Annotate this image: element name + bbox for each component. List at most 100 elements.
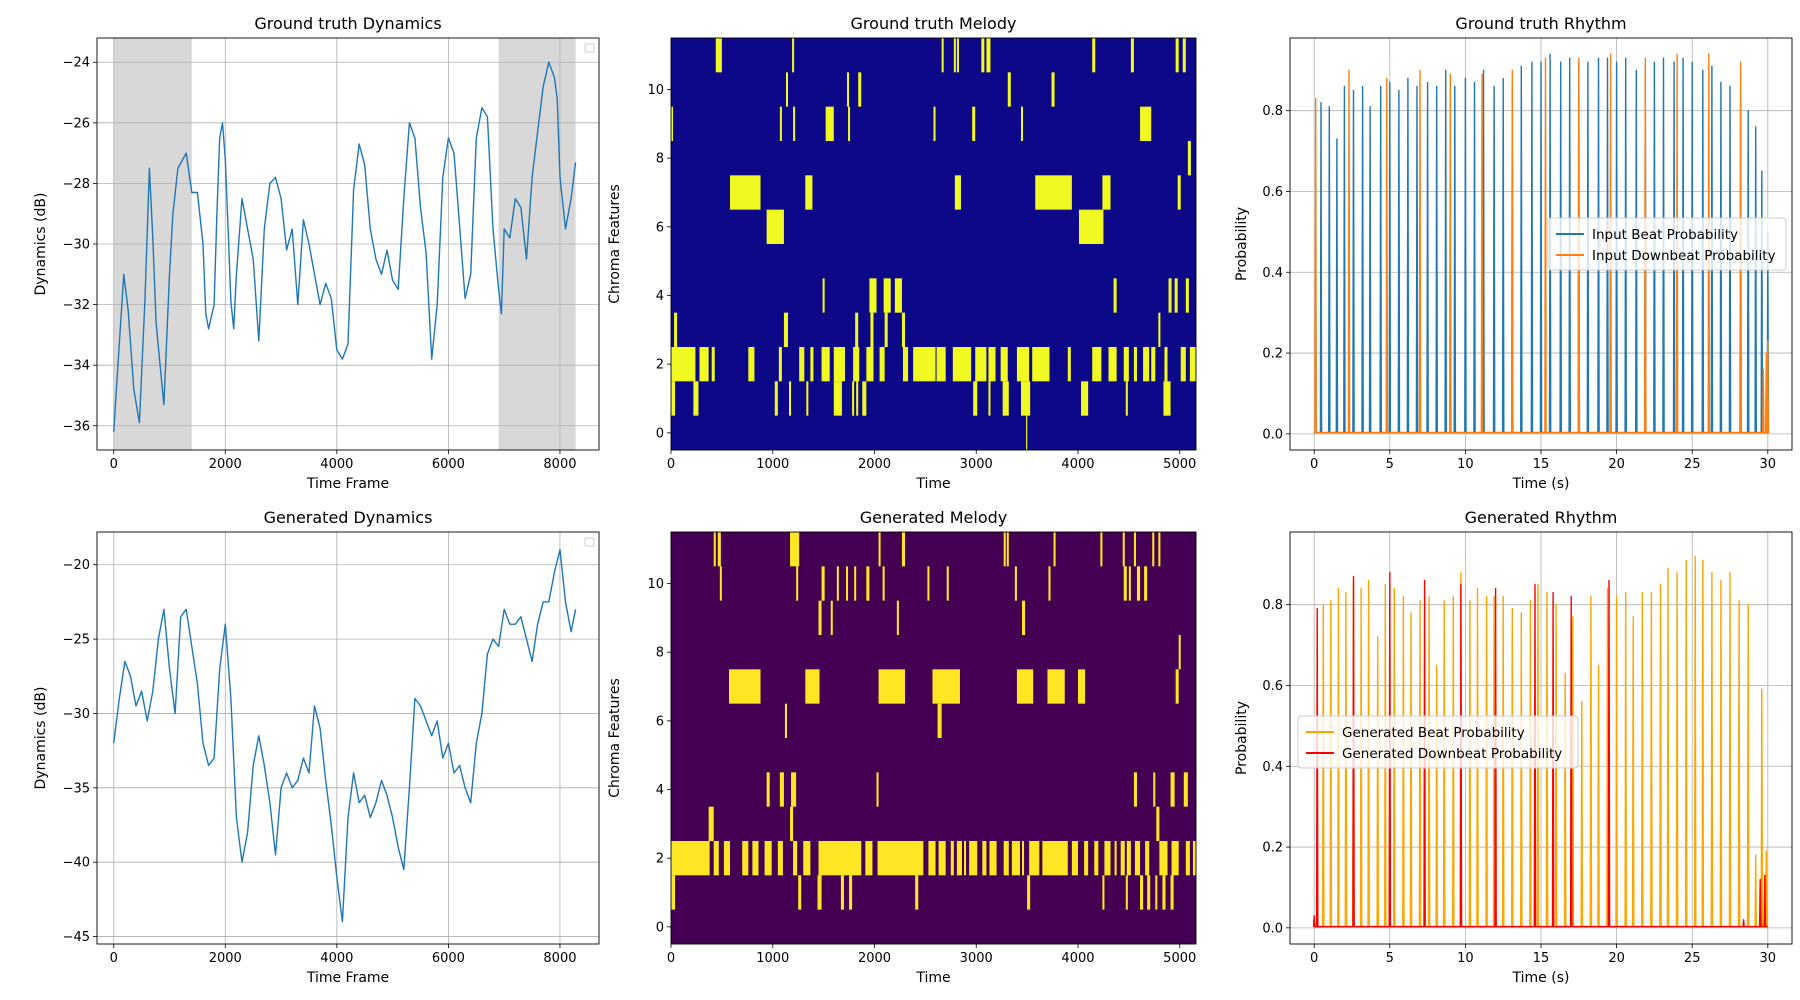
heatmap-cell — [852, 381, 855, 416]
heatmap-cell — [1114, 841, 1117, 876]
heatmap-cell — [928, 841, 936, 876]
x-tick-label: 10 — [1457, 457, 1474, 472]
chart-panel-3: 0 2000 4000 6000 8000 −45 −40 −35 −30 −25 −20 Gener… — [33, 508, 600, 986]
heatmap-cell — [936, 347, 946, 382]
y-tick-label: −20 — [63, 558, 90, 573]
x-tick-label: 5 — [1386, 951, 1394, 966]
heatmap-cell — [711, 347, 715, 382]
heatmap-cell — [1180, 347, 1186, 382]
heatmap-cell — [1102, 175, 1111, 210]
heatmap-cell — [1120, 841, 1125, 876]
heatmap-cell — [818, 600, 822, 635]
heatmap-cell — [1147, 875, 1151, 910]
heatmap-cell — [1125, 381, 1128, 416]
heatmap-cell — [884, 312, 888, 347]
x-tick-label: 5 — [1386, 457, 1394, 472]
heatmap-cell — [879, 347, 885, 382]
x-tick-label: 8000 — [543, 457, 576, 472]
x-tick-label: 0 — [110, 457, 118, 472]
y-tick-label: −45 — [63, 930, 90, 945]
chart-title: Ground truth Dynamics — [254, 14, 441, 33]
heatmap-cell — [1187, 141, 1191, 176]
heatmap-cell — [1002, 381, 1009, 416]
heatmap-cell — [972, 106, 976, 141]
legend-box — [584, 537, 595, 547]
y-tick-label: −24 — [63, 56, 90, 71]
chart-title: Ground truth Melody — [851, 14, 1017, 33]
heatmap-cell — [671, 875, 676, 910]
heatmap-cell — [1125, 875, 1128, 910]
heatmap-cell — [671, 106, 674, 141]
heatmap-cell — [988, 347, 996, 382]
heatmap-cell — [1078, 209, 1104, 244]
x-tick-label: 0 — [667, 951, 675, 966]
heatmap-cell — [846, 566, 849, 601]
heatmap-cell — [699, 347, 709, 382]
legend-label: Generated Downbeat Probability — [1342, 746, 1562, 762]
y-tick-label: 10 — [647, 577, 664, 592]
heatmap-cell — [862, 381, 867, 416]
y-axis-label: Dynamics (dB) — [33, 193, 49, 296]
y-tick-label: 2 — [656, 852, 664, 867]
heatmap-cell — [866, 347, 874, 382]
heatmap-cell — [778, 347, 782, 382]
x-tick-label: 25 — [1684, 951, 1701, 966]
heatmap-cell — [1048, 566, 1051, 601]
heatmap-cell — [1021, 106, 1024, 141]
heatmap-cell — [1162, 875, 1166, 910]
heatmap-cell — [810, 347, 814, 382]
y-tick-label: 6 — [656, 714, 664, 729]
heatmap-cell — [1133, 347, 1137, 382]
heatmap-cell — [1011, 841, 1020, 876]
heatmap-cell — [1170, 875, 1174, 910]
heatmap-cell — [840, 875, 844, 910]
heatmap-cell — [790, 806, 794, 841]
heatmap-cell — [671, 841, 710, 876]
heatmap-cell — [1071, 841, 1078, 876]
x-tick-label: 15 — [1533, 457, 1550, 472]
heatmap-cell — [1185, 841, 1190, 876]
heatmap-cell — [941, 38, 944, 73]
x-tick-label: 2000 — [209, 457, 242, 472]
x-tick-label: 20 — [1608, 457, 1625, 472]
heatmap-cell — [742, 841, 749, 876]
heatmap-cell — [1134, 841, 1141, 876]
heatmap-cell — [975, 347, 987, 382]
heatmap-cell — [1145, 841, 1150, 876]
heatmap-cell — [986, 38, 991, 73]
legend-frame — [1547, 217, 1787, 271]
heatmap-cell — [937, 703, 942, 738]
heatmap-cell — [821, 347, 830, 382]
heatmap-cell — [1016, 669, 1034, 704]
heatmap-cell — [836, 566, 839, 601]
heatmap-cell — [793, 106, 796, 141]
heatmap-cell — [883, 278, 891, 313]
heatmap-cell — [1113, 278, 1117, 313]
heatmap-cell — [796, 566, 799, 601]
heatmap-cell — [1047, 669, 1065, 704]
heatmap-cell — [865, 841, 873, 876]
x-tick-label: 6000 — [432, 457, 465, 472]
y-tick-label: −40 — [63, 856, 90, 871]
x-axis-label: Time Frame — [306, 476, 389, 492]
heatmap-cell — [1164, 347, 1168, 382]
heatmap-cell — [1021, 381, 1031, 416]
heatmap-cell — [766, 209, 784, 244]
heatmap-cell — [1003, 532, 1006, 567]
heatmap-cell — [858, 72, 862, 107]
heatmap-cell — [878, 669, 906, 704]
heatmap-cell — [878, 532, 881, 567]
y-tick-label: 0.8 — [1262, 104, 1283, 119]
y-tick-label: 0.2 — [1262, 841, 1283, 856]
heatmap-cell — [1081, 381, 1089, 416]
x-tick-label: 2000 — [209, 951, 242, 966]
y-axis-label: Probability — [1234, 701, 1250, 775]
heatmap-cell — [901, 312, 906, 347]
heatmap-cell — [1152, 532, 1155, 567]
heatmap-cell — [950, 841, 954, 876]
y-tick-label: 0 — [656, 920, 664, 935]
x-tick-label: 4000 — [320, 457, 353, 472]
heatmap-cell — [1174, 278, 1178, 313]
heatmap-cell — [805, 669, 820, 704]
